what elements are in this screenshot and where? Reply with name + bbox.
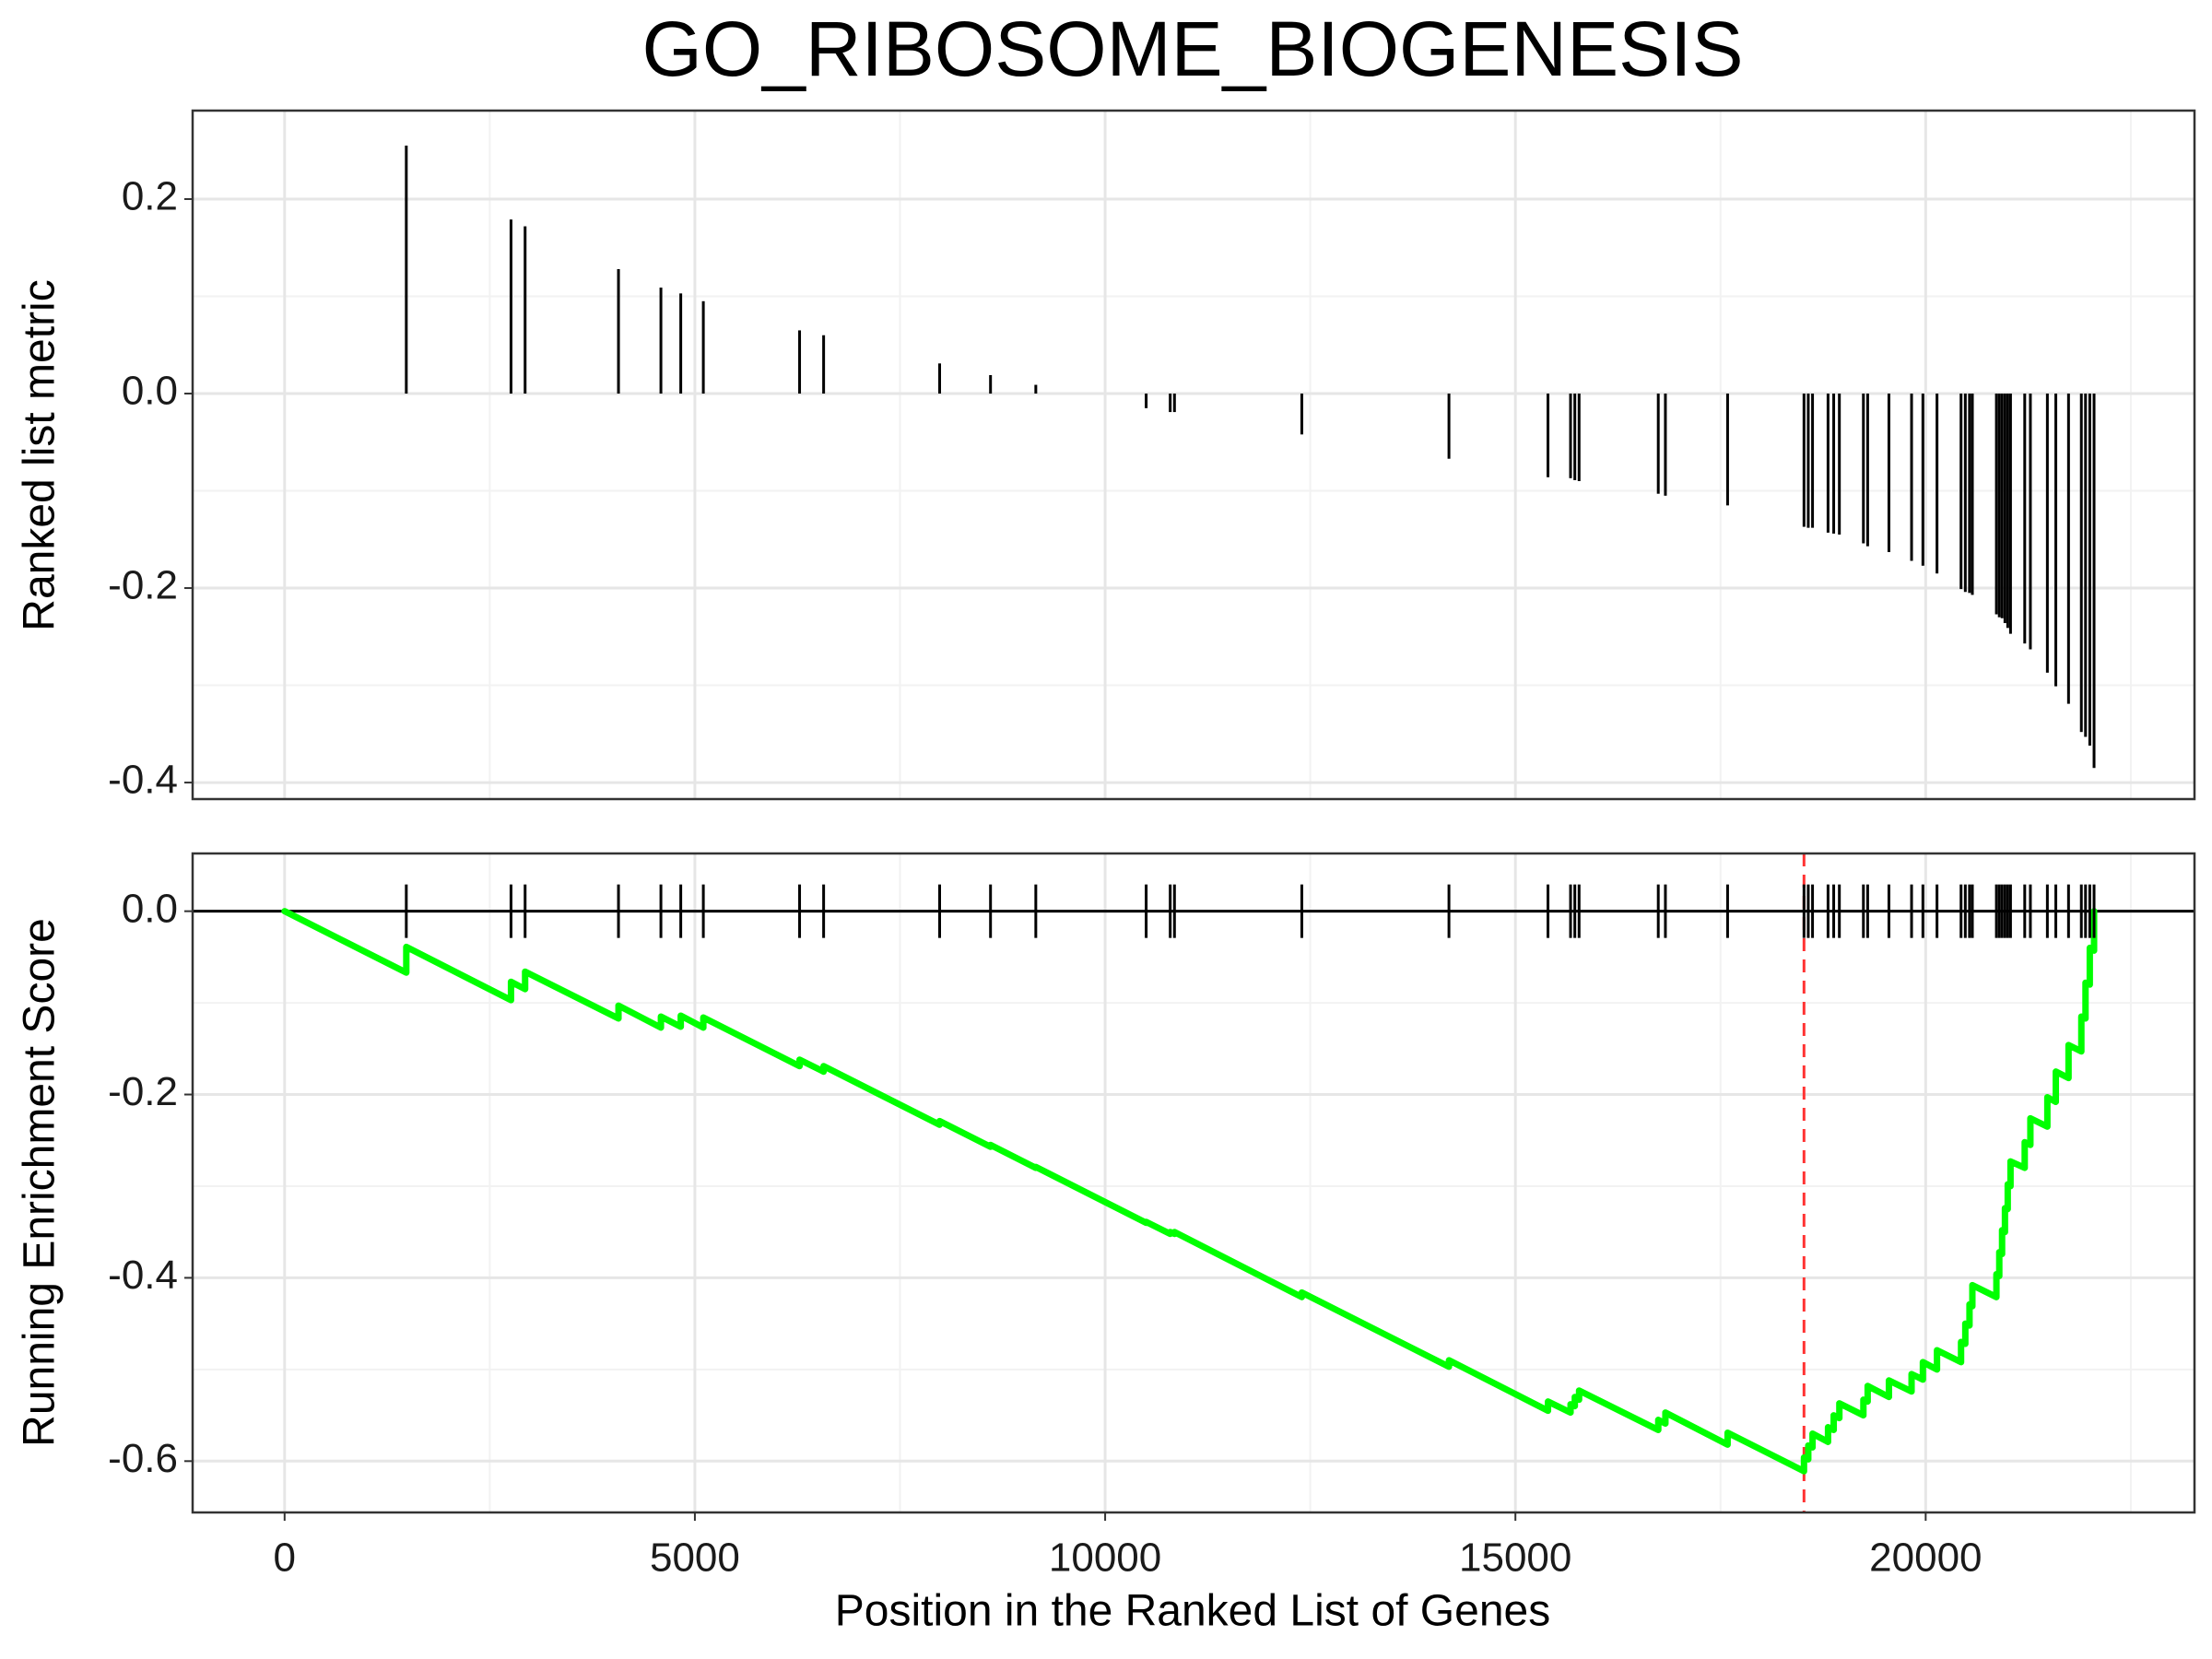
metric-bar	[1569, 394, 1572, 478]
metric-bar	[2045, 394, 2049, 673]
metric-bar	[1832, 394, 1836, 534]
metric-bar	[2079, 394, 2083, 733]
metric-bar	[1811, 394, 1815, 528]
x-tick-label: 10000	[1049, 1535, 1161, 1581]
metric-bar	[1034, 384, 1038, 394]
x-axis-title: Position in the Ranked List of Genes	[835, 1587, 1550, 1636]
metric-bar	[1447, 394, 1451, 459]
metric-bar	[989, 374, 993, 394]
y-tick-label: 0.0	[122, 369, 178, 414]
panel-border	[191, 852, 2196, 1514]
metric-bar	[1963, 394, 1967, 593]
metric-bar	[617, 268, 620, 394]
running-score-line	[281, 908, 2098, 1475]
y-tick-label: -0.4	[108, 1253, 178, 1298]
metric-bar	[1971, 394, 1974, 595]
metric-bar	[1145, 394, 1148, 408]
metric-bar	[1664, 394, 1667, 496]
metric-bar	[1806, 394, 1810, 528]
metric-bar	[1838, 394, 1841, 535]
metric-bar	[1994, 394, 1998, 615]
metric-bar	[1826, 394, 1830, 533]
y-axis-title: Ranked list metric	[16, 279, 65, 630]
metric-bar	[1997, 394, 2001, 618]
metric-bar	[1547, 394, 1550, 477]
metric-bar	[1725, 394, 1729, 506]
metric-bar	[1656, 394, 1660, 494]
y-tick-label: -0.4	[108, 758, 178, 803]
metric-bar	[2000, 394, 2004, 618]
metric-bar	[2006, 394, 2009, 629]
chart-title: GO_RIBOSOME_BIOGENESIS	[642, 6, 1744, 92]
metric-bar	[2092, 394, 2096, 769]
metric-bar	[405, 145, 408, 394]
x-tick-label: 5000	[650, 1535, 740, 1581]
metric-bar	[1936, 394, 1939, 574]
metric-bar	[2066, 394, 2070, 704]
metric-bar	[1887, 394, 1890, 553]
metric-bar	[1577, 394, 1581, 481]
metric-bar	[1300, 394, 1303, 435]
metric-bar	[2008, 394, 2012, 634]
y-tick-label: -0.2	[108, 1069, 178, 1114]
metric-bar	[1865, 394, 1869, 547]
metric-bar	[2023, 394, 2027, 644]
x-tick-label: 0	[274, 1535, 296, 1581]
x-tick-label: 20000	[1869, 1535, 1982, 1581]
metric-bar	[2084, 394, 2088, 737]
metric-bar	[2029, 394, 2032, 650]
metric-bar	[509, 219, 512, 394]
y-tick-label: 0.0	[122, 886, 178, 931]
metric-bar	[1968, 394, 1971, 594]
metric-bar	[2088, 394, 2091, 746]
metric-bar	[524, 226, 527, 394]
metric-bar	[1172, 394, 1176, 413]
metric-bar	[2003, 394, 2006, 624]
metric-bar	[822, 335, 826, 394]
metric-bar	[2054, 394, 2058, 687]
metric-bar	[1959, 394, 1963, 590]
metric-bar	[1169, 394, 1172, 413]
metric-bar	[1921, 394, 1924, 566]
metric-bar	[659, 288, 663, 394]
x-tick-label: 15000	[1459, 1535, 1571, 1581]
y-tick-label: 0.2	[122, 174, 178, 219]
metric-bar	[701, 300, 705, 394]
metric-bar	[938, 363, 942, 394]
y-tick-label: -0.6	[108, 1436, 178, 1481]
metric-bar	[1862, 394, 1865, 544]
metric-bar	[798, 330, 802, 394]
metric-bar	[679, 293, 683, 394]
panel-border	[191, 109, 2196, 801]
y-axis-title: Running Enrichment Score	[16, 918, 65, 1447]
metric-bar	[1573, 394, 1577, 480]
y-tick-label: -0.2	[108, 563, 178, 608]
metric-bar	[1910, 394, 1913, 561]
metric-bar	[1802, 394, 1806, 527]
